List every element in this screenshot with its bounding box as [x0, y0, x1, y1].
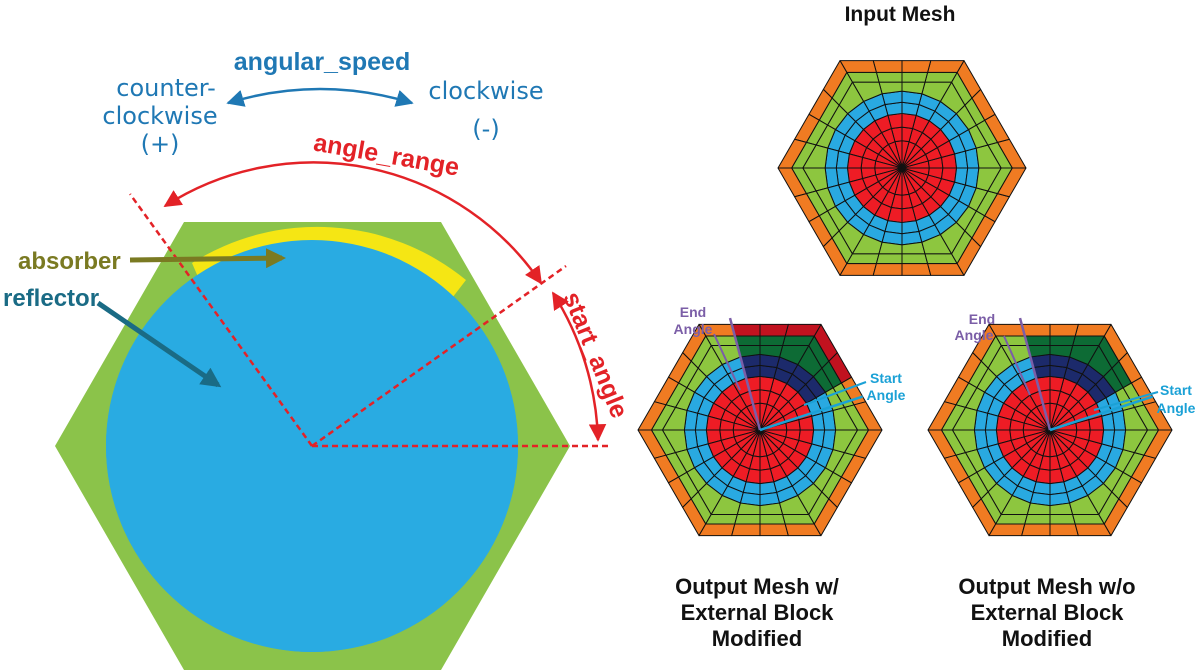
mesh-element [988, 523, 1026, 537]
mesh-element [839, 263, 877, 276]
output-mesh-with-external [637, 317, 883, 537]
counter-clockwise-label-line1: counter- [116, 74, 215, 102]
reflector-arrow [96, 300, 222, 388]
mesh-element [846, 253, 880, 265]
mesh-element [736, 502, 761, 516]
output-mesh-without-external [927, 317, 1173, 537]
output-without-caption: Output Mesh w/o External Block Modified [927, 574, 1167, 652]
angular-speed-label: angular_speed [234, 48, 410, 76]
mesh-element [1049, 523, 1079, 537]
mesh-element [995, 514, 1028, 525]
mesh-element [1021, 323, 1051, 337]
mesh-element [1049, 502, 1074, 516]
end-angle-label-line1: End [969, 311, 995, 327]
start-angle-label-line2: Angle [867, 387, 906, 403]
angle-range-start-line [128, 193, 314, 447]
mesh-element [759, 344, 784, 358]
mesh-element [927, 60, 965, 73]
assembly-diagram: angular_speed counter- clockwise (+) clo… [3, 48, 633, 670]
mesh-element [1049, 344, 1074, 358]
mesh-element [875, 71, 903, 83]
clockwise-sign: (-) [472, 115, 499, 143]
mesh-element [759, 523, 789, 537]
mesh-element [872, 263, 903, 276]
mesh-element [759, 323, 789, 337]
output-with-caption: Output Mesh w/ External Block Modified [637, 574, 877, 652]
reflector-label: reflector [3, 285, 99, 312]
counter-clockwise-sign: (+) [141, 130, 180, 158]
mesh-element [901, 81, 926, 95]
mesh-element [759, 502, 784, 516]
mesh-element [901, 253, 929, 265]
end-angle-label-line2: Angle [955, 327, 994, 343]
start-angle-leader [803, 381, 867, 406]
caption-line: Modified [711, 626, 803, 651]
caption-line: Output Mesh w/o [958, 574, 1136, 599]
mesh-element [872, 60, 903, 73]
mesh-element [924, 71, 958, 83]
absorber-arrow [129, 248, 286, 269]
mesh-element [1026, 502, 1051, 516]
mesh-element [698, 523, 736, 537]
caption-line: Modified [1001, 626, 1093, 651]
end-angle-leader [713, 333, 741, 391]
output-with-annotations: End Angle Start Angle [674, 304, 906, 406]
mesh-element [759, 514, 786, 525]
start-angle-line [759, 395, 864, 432]
mesh-element [878, 241, 903, 255]
angle-range-label: angle_range [311, 129, 461, 182]
start-angle-arc [551, 291, 607, 442]
counter-clockwise-label-line2: clockwise [102, 102, 217, 130]
mesh-element [901, 263, 932, 276]
mesh-element [1072, 335, 1105, 346]
angle-range-arc [163, 161, 543, 285]
start-angle-label-line1: Start [1160, 382, 1192, 398]
mesh-element [734, 335, 761, 346]
mesh-element [875, 253, 903, 265]
start-angle-line [1049, 395, 1154, 432]
start-angle-line [311, 264, 567, 448]
caption-line: External Block [970, 600, 1124, 625]
mesh-element [734, 514, 761, 525]
end-angle-label-line2: Angle [674, 321, 713, 337]
mesh-element [1021, 523, 1051, 537]
output-without-annotations: End Angle Start Angle [955, 311, 1196, 416]
mesh-element [878, 81, 903, 95]
start-angle-leader [1093, 391, 1159, 411]
mesh-element [853, 429, 883, 459]
mesh-element [901, 241, 926, 255]
start-angle-label-line2: Angle [1157, 400, 1196, 416]
end-angle-leader [1003, 335, 1031, 396]
absorber-label: absorber [18, 248, 121, 275]
start-angle-label-line1: Start [870, 370, 902, 386]
mesh-element [1049, 323, 1079, 337]
mesh-element [901, 71, 929, 83]
mesh-element [731, 523, 761, 537]
clockwise-label: clockwise [428, 77, 543, 105]
mesh-element [731, 323, 761, 337]
mesh-element [705, 514, 738, 525]
input-mesh-title: Input Mesh [845, 3, 956, 26]
mesh-element [1049, 335, 1076, 346]
mesh-element [1143, 429, 1173, 459]
mesh-element [997, 167, 1027, 198]
mesh-element [782, 335, 815, 346]
caption-line: External Block [680, 600, 834, 625]
mesh-element [1024, 514, 1051, 525]
end-angle-line [1018, 317, 1052, 431]
mesh-element [759, 335, 786, 346]
caption-line: Output Mesh w/ [675, 574, 839, 599]
mesh-element [1024, 335, 1051, 346]
end-angle-label-line1: End [680, 304, 706, 320]
end-angle-line [728, 317, 762, 431]
mesh-element [1049, 514, 1076, 525]
input-mesh [777, 60, 1027, 276]
mesh-element [901, 60, 932, 73]
mesh-element [1074, 323, 1112, 337]
angular-speed-arc [226, 87, 414, 107]
mesh-element [784, 323, 822, 337]
